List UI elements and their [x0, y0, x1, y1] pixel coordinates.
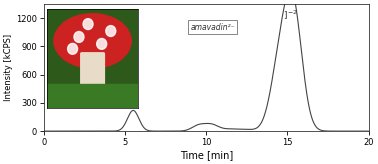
- X-axis label: Time [min]: Time [min]: [180, 150, 233, 160]
- Y-axis label: Intensity [kCPS]: Intensity [kCPS]: [4, 34, 13, 101]
- Text: ]$^{-2}$: ]$^{-2}$: [278, 9, 297, 22]
- Text: amavadin²⁻: amavadin²⁻: [191, 22, 235, 31]
